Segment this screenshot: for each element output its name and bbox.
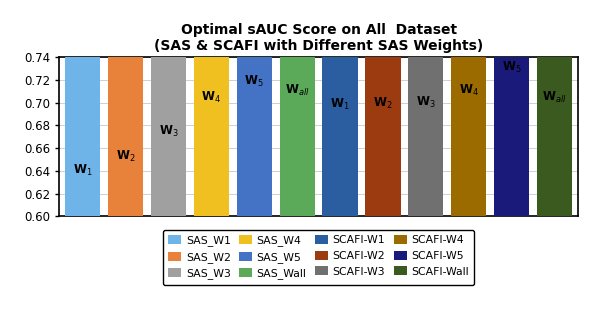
Text: $\mathbf{W}_{all}$: $\mathbf{W}_{all}$: [285, 83, 310, 98]
Bar: [65, 0, 100, 216]
Bar: [108, 0, 143, 216]
Text: $\mathbf{W}_{4}$: $\mathbf{W}_{4}$: [201, 90, 221, 105]
Text: $\mathbf{W}_{3}$: $\mathbf{W}_{3}$: [159, 124, 178, 139]
Text: $\mathbf{W}_{1}$: $\mathbf{W}_{1}$: [330, 97, 350, 112]
Text: $\mathbf{W}_{2}$: $\mathbf{W}_{2}$: [373, 96, 393, 111]
Bar: [365, 0, 401, 216]
Text: $\mathbf{W}_{5}$: $\mathbf{W}_{5}$: [244, 74, 264, 89]
Bar: [494, 0, 529, 216]
Text: $\mathbf{W}_{3}$: $\mathbf{W}_{3}$: [416, 95, 435, 110]
Text: $\mathbf{W}_{1}$: $\mathbf{W}_{1}$: [73, 163, 93, 178]
Bar: [323, 0, 358, 216]
Bar: [451, 0, 486, 216]
Bar: [151, 0, 186, 216]
Text: $\mathbf{W}_{5}$: $\mathbf{W}_{5}$: [502, 59, 522, 74]
Bar: [537, 0, 572, 216]
Bar: [280, 0, 314, 216]
Legend: SAS_W1, SAS_W2, SAS_W3, SAS_W4, SAS_W5, SAS_Wall, SCAFI-W1, SCAFI-W2, SCAFI-W3, : SAS_W1, SAS_W2, SAS_W3, SAS_W4, SAS_W5, …: [163, 230, 474, 285]
Bar: [194, 0, 229, 216]
Bar: [408, 0, 444, 216]
Text: $\mathbf{W}_{4}$: $\mathbf{W}_{4}$: [459, 83, 478, 98]
Text: $\mathbf{W}_{2}$: $\mathbf{W}_{2}$: [116, 149, 135, 164]
Text: $\mathbf{W}_{all}$: $\mathbf{W}_{all}$: [542, 90, 567, 105]
Bar: [237, 0, 272, 216]
Title: Optimal sAUC Score on All  Dataset
(SAS & SCAFI with Different SAS Weights): Optimal sAUC Score on All Dataset (SAS &…: [154, 23, 483, 53]
